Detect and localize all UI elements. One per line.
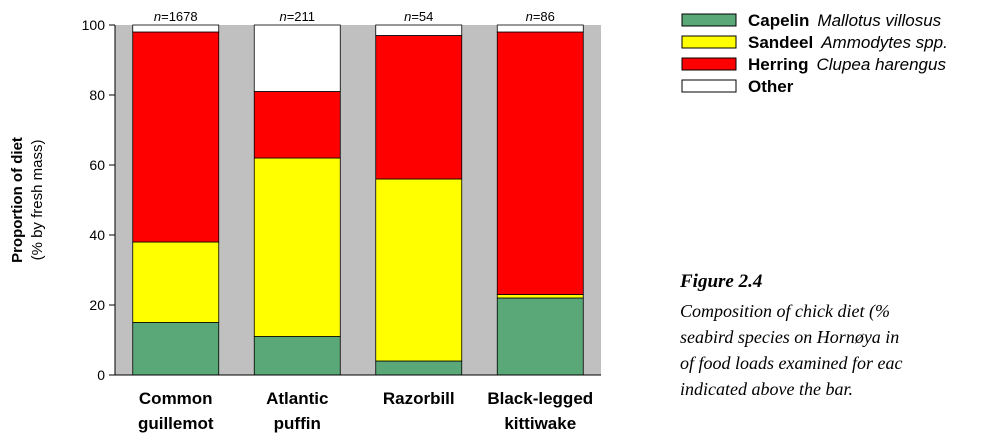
bar-segment-sandeel [375, 178, 463, 362]
x-tick-label: Common [139, 389, 213, 408]
bar-segment-sandeel [132, 241, 220, 323]
sample-size-label: n=54 [404, 9, 433, 24]
y-tick-label: 60 [89, 157, 105, 173]
sample-size-label: n=86 [526, 9, 555, 24]
y-tick-label: 0 [97, 367, 105, 383]
sample-size-label: n=211 [279, 9, 315, 24]
x-tick-label: Black-legged [487, 389, 593, 408]
bar-segment-capelin [375, 360, 463, 376]
bar-segment-capelin [253, 336, 341, 376]
bar-segment-other [253, 24, 341, 92]
legend-swatch-sandeel [681, 35, 737, 49]
figure-caption-line: Composition of chick diet (% [680, 301, 890, 321]
bar-segment-capelin [496, 297, 584, 376]
bar-segment-herring [253, 91, 341, 159]
figure-caption-body: Composition of chick diet (% seabird spe… [680, 298, 992, 402]
legend-swatch-capelin [681, 13, 737, 27]
legend-swatch-herring [681, 57, 737, 71]
y-axis-subtitle: (% by fresh mass) [29, 140, 46, 261]
y-tick-label: 20 [89, 297, 105, 313]
bar-segment-herring [496, 31, 584, 295]
bar-segment-sandeel [253, 157, 341, 337]
legend-entry-herring: Herring Clupea harengus [748, 55, 946, 74]
x-tick-label: Atlantic [266, 389, 328, 408]
sample-size-label: n=1678 [154, 9, 198, 24]
bar-segment-capelin [132, 322, 220, 376]
bar-segment-sandeel [496, 294, 584, 299]
bar-segment-other [132, 24, 220, 33]
x-tick-label: puffin [274, 414, 321, 433]
figure-caption-title: Figure 2.4 [680, 271, 763, 292]
legend-entry-capelin: Capelin Mallotus villosus [748, 11, 942, 30]
y-tick-label: 100 [82, 17, 106, 33]
bar-segment-herring [132, 31, 220, 243]
y-tick-label: 40 [89, 227, 105, 243]
bar-segment-other [375, 24, 463, 36]
figure-caption-line: seabird species on Hornøya in [680, 327, 900, 347]
legend-entry-other: Other [748, 77, 794, 96]
figure-caption-line: indicated above the bar. [680, 379, 853, 399]
x-tick-label: guillemot [138, 414, 214, 433]
legend-swatch-other [681, 79, 737, 93]
x-tick-label: Razorbill [383, 389, 455, 408]
bar-segment-herring [375, 35, 463, 180]
figure-caption: Figure 2.4 Composition of chick diet (% … [680, 270, 992, 402]
bar-segment-other [496, 24, 584, 33]
x-tick-label: kittiwake [504, 414, 576, 433]
legend-entry-sandeel: Sandeel Ammodytes spp. [748, 33, 948, 52]
y-axis-title: Proportion of diet [9, 137, 26, 263]
figure-caption-line: of food loads examined for eac [680, 353, 903, 373]
y-tick-label: 80 [89, 87, 105, 103]
